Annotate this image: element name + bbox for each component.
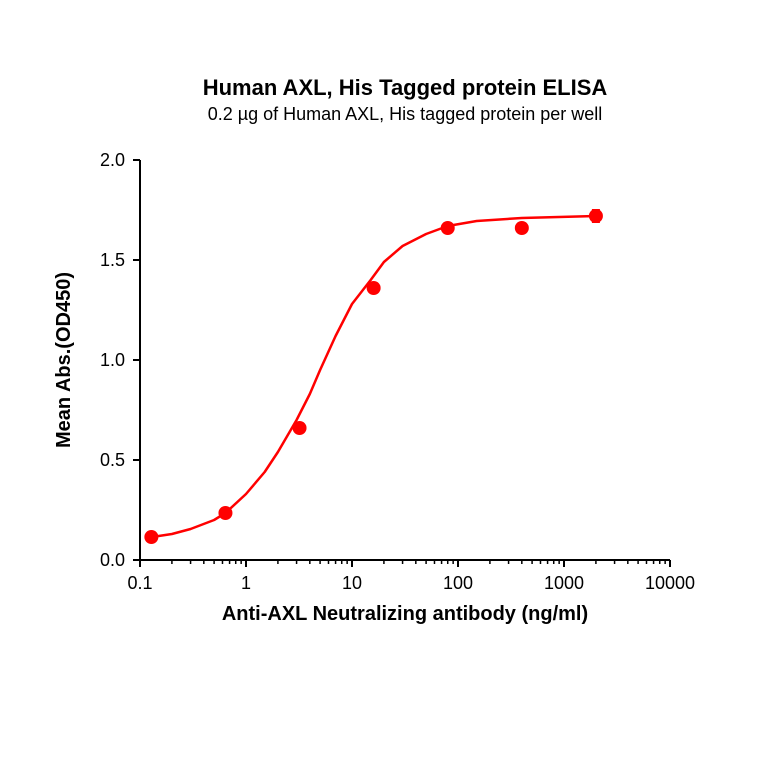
- chart-title: Human AXL, His Tagged protein ELISA: [203, 75, 608, 100]
- data-point: [218, 506, 232, 520]
- x-tick-label: 10: [342, 573, 362, 593]
- chart-container: Human AXL, His Tagged protein ELISA 0.2 µ…: [0, 0, 764, 764]
- data-point: [441, 221, 455, 235]
- y-tick-label: 0.5: [100, 450, 125, 470]
- x-tick-label: 100: [443, 573, 473, 593]
- x-tick-label: 0.1: [127, 573, 152, 593]
- x-tick-label: 1000: [544, 573, 584, 593]
- chart-subtitle: 0.2 µg of Human AXL, His tagged protein …: [208, 104, 603, 124]
- data-point: [144, 530, 158, 544]
- y-tick-label: 1.0: [100, 350, 125, 370]
- y-axis-label: Mean Abs.(OD450): [53, 272, 75, 448]
- data-point: [367, 281, 381, 295]
- y-tick-label: 0.0: [100, 550, 125, 570]
- x-axis-label: Anti-AXL Neutralizing antibody (ng/ml): [222, 603, 588, 625]
- data-point: [515, 221, 529, 235]
- y-tick-label: 2.0: [100, 150, 125, 170]
- elisa-chart: Human AXL, His Tagged protein ELISA 0.2 µ…: [0, 0, 764, 764]
- x-tick-label: 10000: [645, 573, 695, 593]
- data-point: [293, 421, 307, 435]
- x-tick-label: 1: [241, 573, 251, 593]
- data-point: [589, 209, 603, 223]
- y-tick-label: 1.5: [100, 250, 125, 270]
